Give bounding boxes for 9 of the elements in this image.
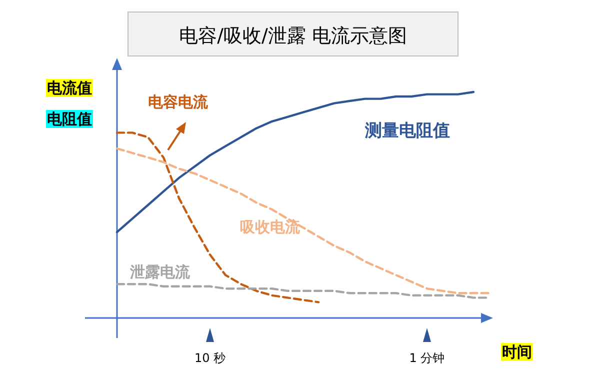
series-label: 泄露电流	[129, 263, 191, 281]
chart-title: 电容/吸收/泄露 电流示意图	[179, 25, 407, 47]
text: 电阻值	[47, 110, 92, 128]
series-label: 测量电阻值	[364, 121, 450, 141]
x-tick-label: 10 秒	[194, 351, 226, 365]
x-axis-title: 时间	[502, 343, 532, 361]
x-tick-label: 1 分钟	[409, 351, 445, 365]
y-axis-title: 电流值	[47, 79, 92, 97]
series-label: 电容电流	[148, 93, 209, 111]
